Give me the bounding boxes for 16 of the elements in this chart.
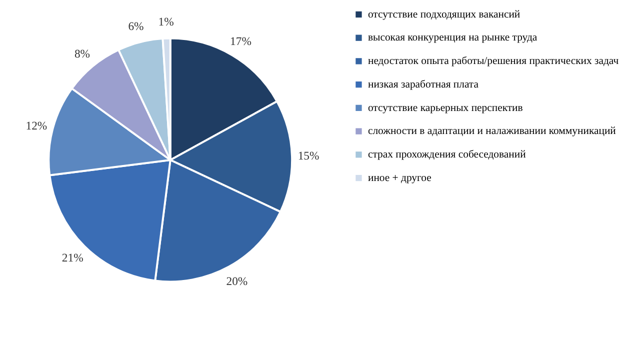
legend-label: недостаток опыта работы/решения практических задач <box>368 55 620 68</box>
data-label: 17% <box>230 34 252 48</box>
data-label: 15% <box>298 150 320 163</box>
legend-label: отсутствие подходящих вакансий <box>368 8 520 20</box>
legend-label: высокая конкуренция на рынке труда <box>368 32 538 44</box>
legend-label: сложности в адаптации и налаживании коммуникаций <box>368 125 616 138</box>
legend-label: низкая заработная плата <box>368 78 479 90</box>
data-label: 20% <box>226 275 248 288</box>
data-label: 8% <box>74 47 90 60</box>
data-label: 6% <box>128 20 144 34</box>
data-label: 1% <box>158 16 174 29</box>
legend-label: отсутствие карьерных перспектив <box>368 102 523 114</box>
data-label: 21% <box>62 252 84 265</box>
legend-label: иное + другое <box>368 172 432 184</box>
legend-label: страх прохождения собеседований <box>368 148 526 161</box>
data-label: 12% <box>26 120 48 133</box>
